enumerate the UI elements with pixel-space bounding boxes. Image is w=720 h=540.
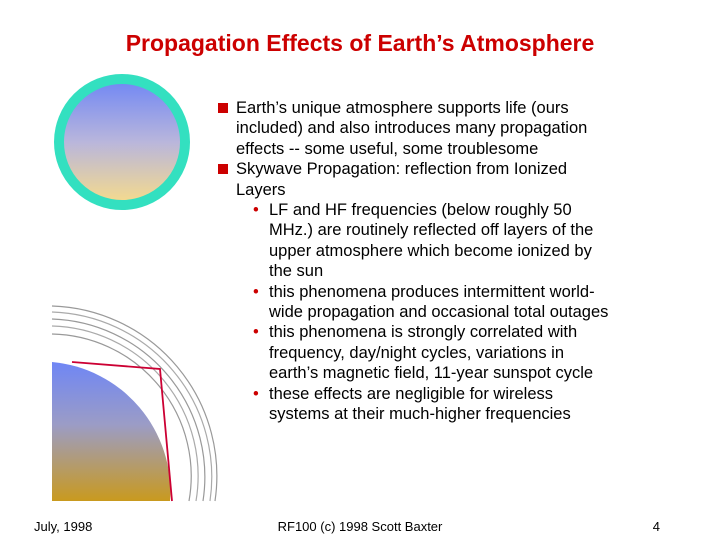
sub-bullet-item: • LF and HF frequencies (below roughly 5… (218, 200, 698, 282)
dot-bullet-icon: • (253, 323, 259, 342)
bullet-line: Skywave Propagation: reflection from Ion… (236, 160, 568, 179)
bullet-line: Earth’s unique atmosphere supports life … (236, 99, 569, 117)
square-bullet-icon (218, 103, 228, 113)
dot-bullet-icon: • (253, 282, 259, 301)
globe-icon (54, 74, 190, 210)
bullet-line: included) and also introduces many propa… (236, 119, 588, 138)
slide-title: Propagation Effects of Earth’s Atmospher… (125, 30, 595, 56)
sub-bullet-line: these effects are negligible for wireles… (269, 384, 554, 403)
square-bullet-icon (218, 164, 228, 175)
page-number: 4 (652, 519, 660, 534)
bullet-item: Earth’s unique atmosphere supports life … (218, 98, 698, 159)
sub-bullet-line: this phenomena produces intermittent wor… (269, 282, 595, 301)
sub-bullet-line: upper atmosphere which become ionized by (269, 241, 592, 260)
sub-bullet-line: wide propagation and occasional total ou… (269, 303, 609, 322)
footer-date: July, 1998 (34, 519, 93, 534)
dot-bullet-icon: • (253, 201, 259, 220)
sub-bullet-item: • this phenomena produces intermittent w… (218, 282, 698, 323)
bullet-item: Skywave Propagation: reflection from Ion… (218, 159, 698, 200)
sub-bullet-line: MHz.) are routinely reflected off layers… (269, 221, 594, 240)
footer-course: RF100 (c) 1998 Scott Baxter (277, 519, 443, 534)
sub-bullet-item: • this phenomena is strongly correlated … (218, 322, 698, 383)
bullet-line: Layers (236, 180, 286, 199)
sub-bullet-line: earth’s magnetic field, 11-year sunspot … (269, 364, 594, 383)
bullet-line: effects -- some useful, some troublesome (236, 139, 539, 158)
sub-bullet-line: systems at their much-higher frequencies (269, 405, 571, 424)
dot-bullet-icon: • (253, 384, 259, 403)
earth-atmosphere-icon (51, 305, 218, 502)
sub-bullet-line: the sun (269, 262, 324, 281)
sub-bullet-line: this phenomena is strongly correlated wi… (269, 323, 578, 342)
sub-bullet-line: LF and HF frequencies (below roughly 50 (269, 201, 572, 220)
sub-bullet-item: • these effects are negligible for wirel… (218, 384, 698, 425)
sub-bullet-line: frequency, day/night cycles, variations … (269, 343, 565, 362)
bullet-list: Earth’s unique atmosphere supports life … (218, 98, 698, 425)
